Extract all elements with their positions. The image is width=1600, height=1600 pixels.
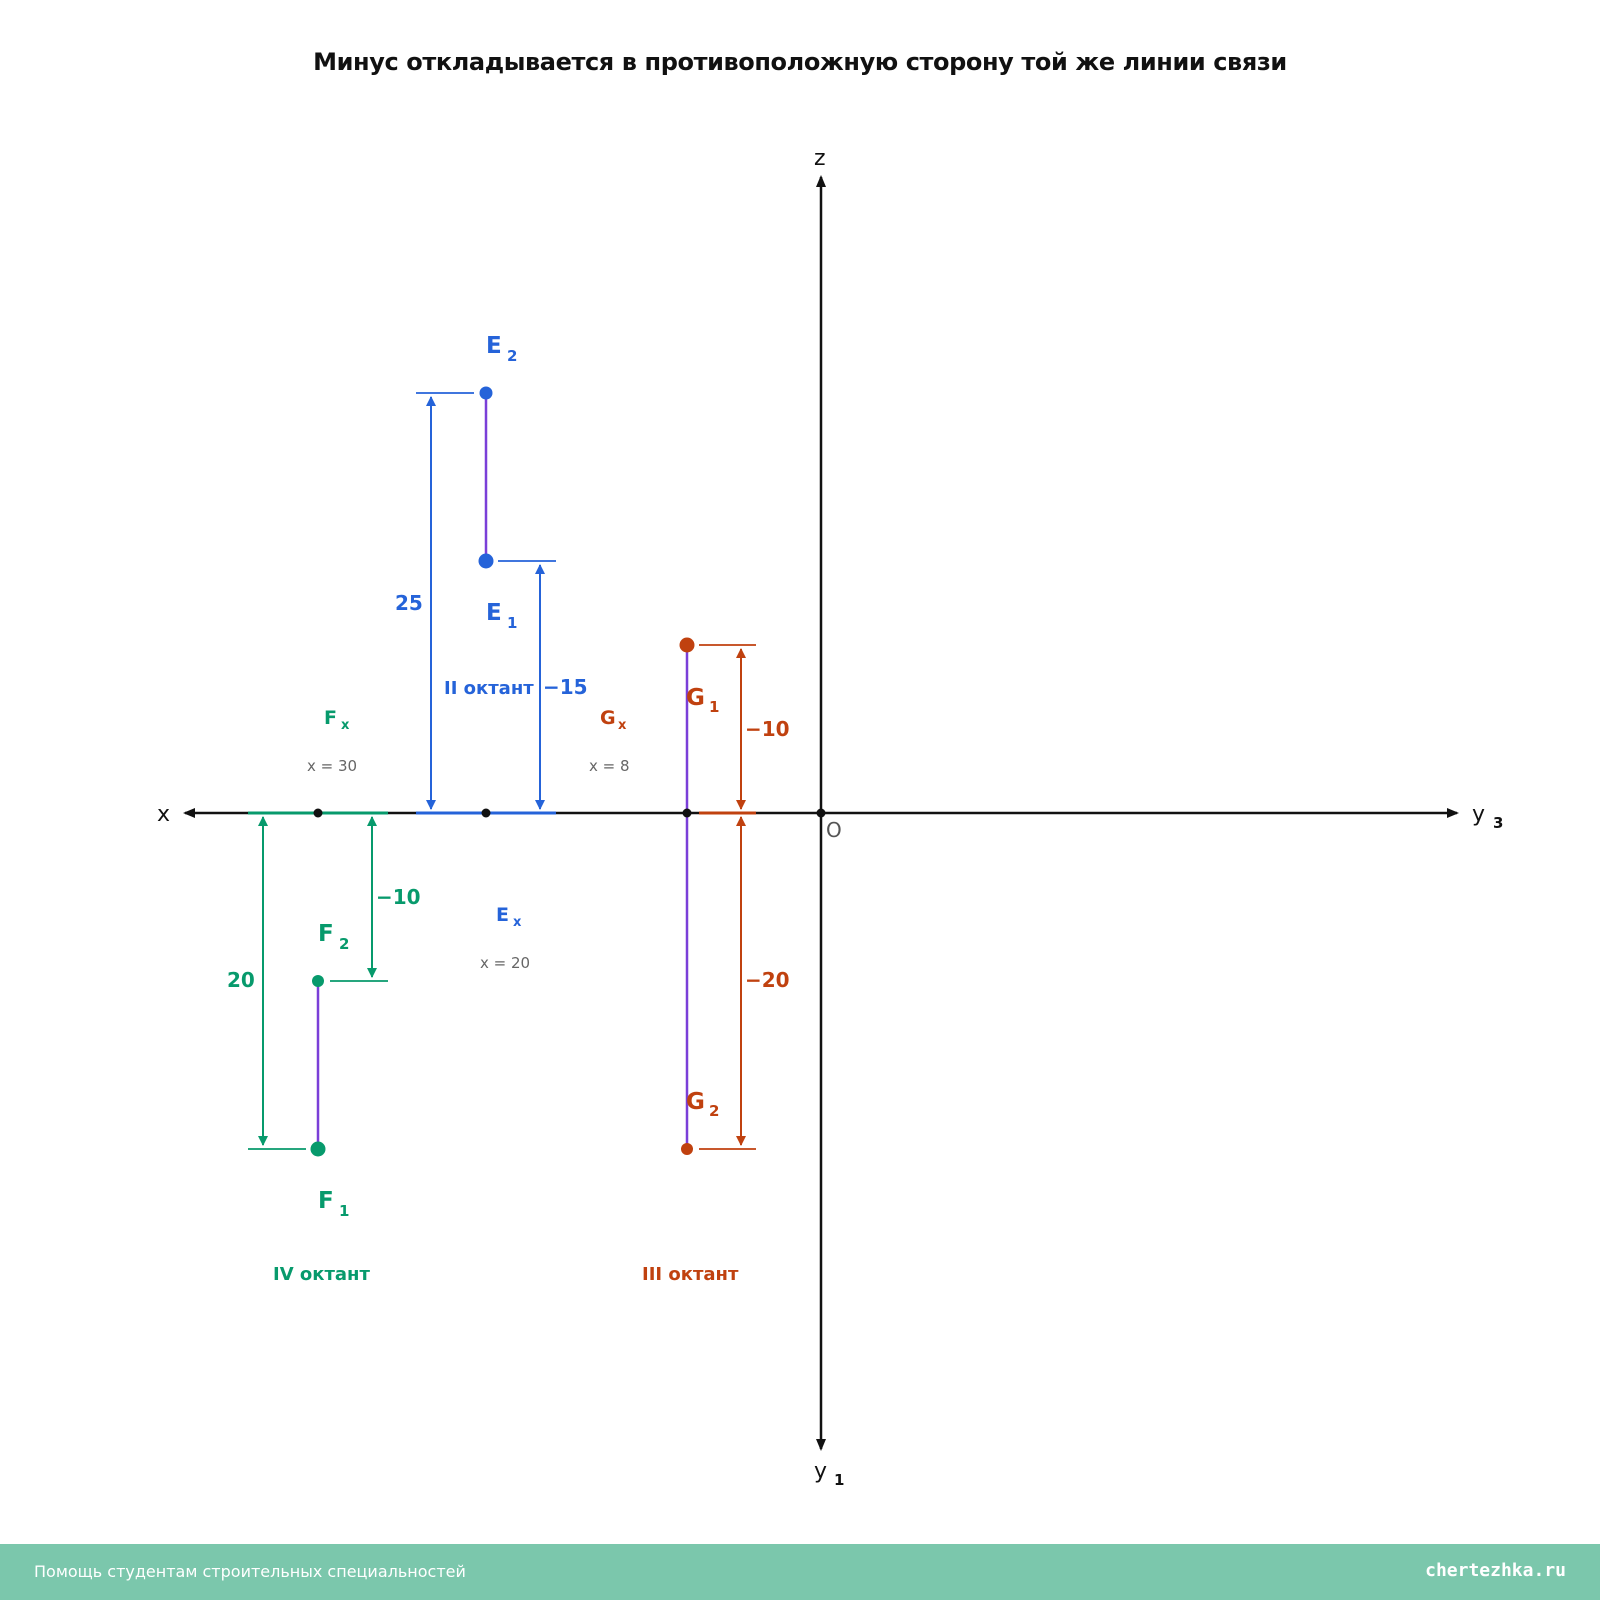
axis-y3-label: y [1472, 802, 1485, 827]
axis-y1-subscript: 1 [834, 1471, 844, 1489]
g1-subscript: 1 [709, 698, 719, 716]
axis-x-label: x [157, 802, 170, 827]
e1-label: E [486, 600, 502, 626]
ex-subscript: x [513, 915, 522, 930]
footer-site-link[interactable]: chertezhka.ru [1425, 1560, 1566, 1581]
origin-point [816, 808, 826, 818]
e2-label: E [486, 333, 502, 359]
e2-subscript: 2 [507, 347, 517, 365]
gx-label: G [600, 707, 616, 729]
g2-subscript: 2 [709, 1102, 719, 1120]
g-dim-y-label: −10 [745, 717, 790, 741]
footer-tagline: Помощь студентам строительных специально… [34, 1562, 466, 1581]
f1-subscript: 1 [339, 1202, 349, 1220]
f-dim-y-label: 20 [227, 968, 255, 992]
axis-z-label: z [814, 146, 826, 171]
e1-point [478, 553, 494, 569]
g-octant-label: III октант [642, 1264, 739, 1285]
e-dim-y-label: −15 [543, 675, 588, 699]
e2-point [479, 386, 493, 400]
origin-label: O [826, 818, 842, 842]
fx-point [313, 808, 323, 818]
f-dim-z-label: −10 [376, 885, 421, 909]
e-dim-z-label: 25 [395, 591, 423, 615]
gx-subscript: x [618, 718, 627, 733]
f-x-note: x = 30 [307, 757, 357, 775]
f2-point [312, 975, 324, 987]
diagram-title: Минус откладывается в противоположную ст… [313, 48, 1287, 76]
fx-subscript: x [341, 718, 350, 733]
ex-label: E [496, 904, 509, 926]
gx-point [682, 808, 692, 818]
g2-point [681, 1143, 693, 1155]
g1-point [679, 637, 695, 653]
g2-label: G [686, 1089, 705, 1115]
f2-subscript: 2 [339, 935, 349, 953]
f1-label: F [318, 1188, 334, 1214]
g-dim-z-label: −20 [745, 968, 790, 992]
epure-diagram: x z y 3 y 1 O E 2 E 1 E x x = 20 25 −15 … [157, 146, 1503, 1489]
e-x-note: x = 20 [480, 954, 530, 972]
f2-label: F [318, 921, 334, 947]
fx-label: F [324, 707, 337, 729]
f-octant-label: IV октант [273, 1264, 370, 1285]
g1-label: G [686, 685, 705, 711]
f1-point [310, 1141, 326, 1157]
footer-bar: Помощь студентам строительных специально… [0, 1544, 1600, 1600]
axis-y1-label: y [814, 1459, 827, 1484]
g-x-note: x = 8 [589, 757, 630, 775]
axis-y3-subscript: 3 [1493, 814, 1503, 832]
e1-subscript: 1 [507, 614, 517, 632]
e-octant-label: II октант [444, 678, 534, 699]
ex-point [481, 808, 491, 818]
